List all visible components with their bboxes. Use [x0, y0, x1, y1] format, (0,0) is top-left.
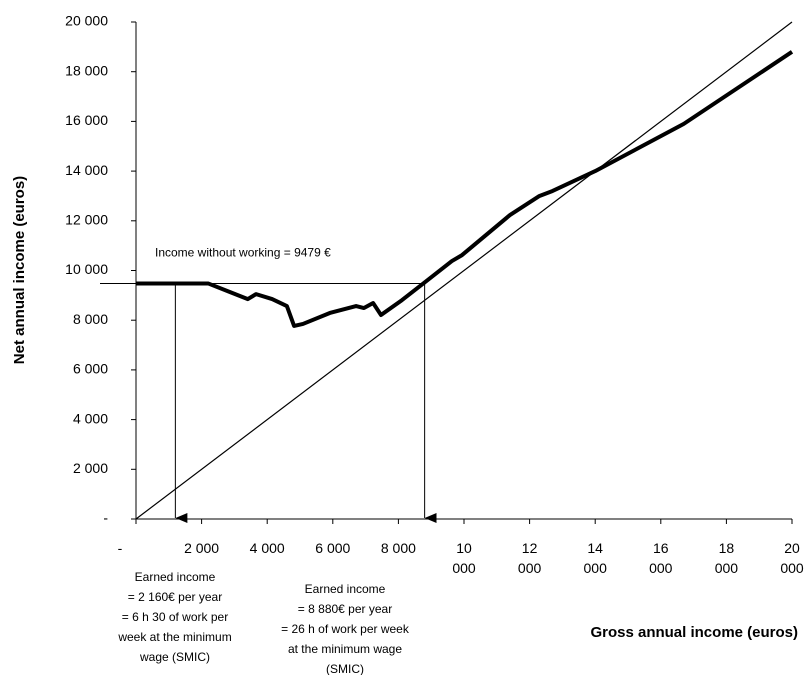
arrow-note: = 26 h of work per week: [281, 622, 410, 636]
y-axis-title: Net annual income (euros): [11, 176, 28, 364]
x-tick-label: 18 000: [714, 540, 739, 576]
x-tick-label: 4 000: [249, 540, 285, 556]
arrow-note: week at the minimum: [117, 630, 231, 644]
y-tick-label: 14 000: [65, 162, 108, 178]
y-tick-label: 4 000: [73, 410, 108, 426]
y-tick-label: 8 000: [73, 311, 108, 327]
x-tick-label: 12 000: [517, 540, 542, 576]
x-tick-label: 8 000: [380, 540, 416, 556]
y-tick-label: 12 000: [65, 212, 108, 228]
x-tick-label: 16 000: [649, 540, 673, 576]
y-tick-label: 16 000: [65, 112, 108, 128]
y-tick-label: 6 000: [73, 361, 108, 377]
arrow-note: wage (SMIC): [139, 650, 210, 664]
arrow-note: Earned income: [305, 582, 386, 596]
arrow-note: = 2 160€ per year: [128, 590, 222, 604]
y-tick-label: 10 000: [65, 261, 108, 277]
y-tick-label: 2 000: [73, 460, 108, 476]
x-tick-label: 2 000: [184, 540, 220, 556]
income-line: [136, 50, 794, 328]
arrow-note: Earned income: [135, 570, 216, 584]
arrow-note: (SMIC): [326, 662, 364, 675]
level-label: Income without working = 9479 €: [155, 246, 331, 260]
x-tick-label: 20 000: [780, 540, 804, 576]
x-tick-label: -: [117, 540, 123, 556]
y-tick-label: 18 000: [65, 62, 108, 78]
arrow-note: = 8 880€ per year: [298, 602, 392, 616]
reference-line: [135, 21, 793, 520]
y-tick-label: 20 000: [65, 13, 108, 29]
y-tick-label: -: [103, 510, 108, 526]
x-tick-label: 14 000: [583, 540, 607, 576]
x-axis-title: Gross annual income (euros): [590, 624, 798, 641]
arrow-note: = 6 h 30 of work per: [122, 610, 228, 624]
x-tick-label: 10 000: [452, 540, 476, 576]
x-tick-label: 6 000: [315, 540, 351, 556]
arrow-note: at the minimum wage: [288, 642, 402, 656]
